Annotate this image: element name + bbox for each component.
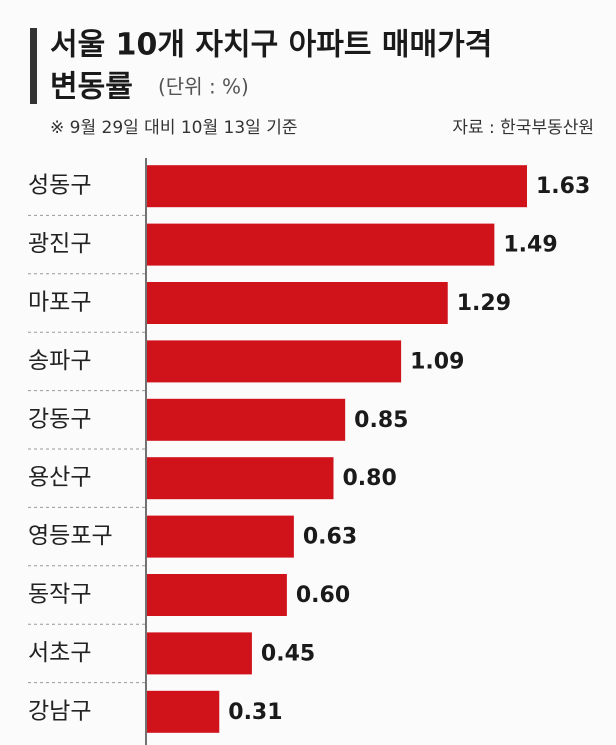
value-label: 1.63 — [536, 174, 590, 199]
y-tick-label: 강동구 — [28, 406, 91, 432]
y-tick-label: 영등포구 — [28, 523, 113, 549]
value-label: 0.60 — [296, 583, 350, 608]
bar — [147, 165, 527, 208]
y-tick-label: 송파구 — [28, 348, 91, 374]
y-tick-label: 광진구 — [28, 231, 91, 257]
y-tick-label: 동작구 — [28, 582, 91, 608]
value-label: 0.31 — [228, 700, 282, 725]
source: 자료 : 한국부동산원 — [452, 118, 594, 138]
y-tick-label: 강남구 — [28, 698, 91, 724]
y-tick-label: 서초구 — [28, 640, 91, 666]
value-label: 0.45 — [261, 641, 315, 666]
value-label: 1.09 — [410, 349, 464, 374]
y-tick-label: 마포구 — [28, 290, 91, 316]
title-accent — [30, 28, 37, 104]
bar — [147, 632, 252, 675]
bar — [147, 457, 334, 500]
bar — [147, 690, 220, 733]
y-tick-label: 용산구 — [28, 465, 91, 491]
chart-title: 서울 10개 자치구 아파트 매매가격 — [50, 28, 492, 63]
bar — [147, 223, 495, 266]
value-label: 1.29 — [457, 291, 511, 316]
bar — [147, 340, 402, 383]
value-label: 0.63 — [303, 525, 357, 550]
bar — [147, 574, 287, 616]
bar — [147, 282, 448, 324]
value-label: 1.49 — [503, 233, 557, 258]
chart-title: 변동률 — [50, 70, 133, 105]
bar — [147, 515, 294, 558]
y-tick-label: 성동구 — [28, 173, 91, 199]
note: ※ 9월 29일 대비 10월 13일 기준 — [50, 118, 298, 138]
value-label: 0.85 — [354, 408, 408, 433]
bar — [147, 398, 346, 441]
unit-label: (단위 : %) — [158, 75, 249, 99]
value-label: 0.80 — [343, 466, 397, 491]
